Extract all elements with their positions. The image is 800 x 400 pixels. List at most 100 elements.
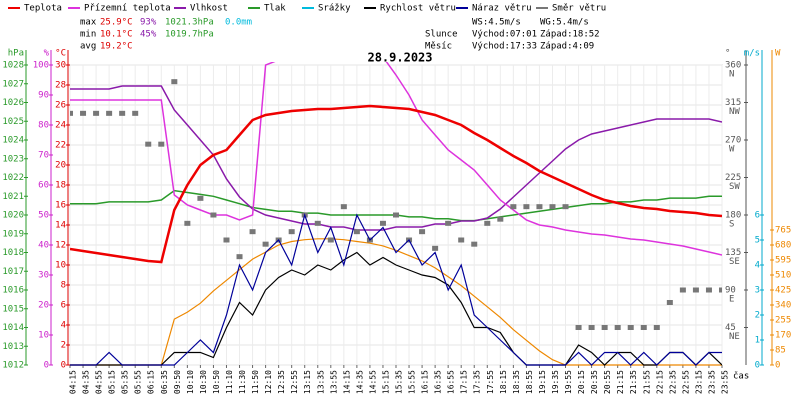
direction-mark bbox=[601, 325, 608, 330]
y-tick-label: 30 bbox=[55, 61, 66, 71]
y-tick-label: 20 bbox=[38, 301, 49, 311]
y-tick-label: 0 bbox=[44, 361, 49, 371]
direction-mark bbox=[640, 325, 647, 330]
stat: 19.2°C bbox=[100, 42, 133, 52]
legend-label: Přízemní teplota bbox=[84, 4, 171, 14]
direction-mark bbox=[692, 287, 699, 293]
direction-mark bbox=[419, 229, 426, 235]
y-axis-label: °C bbox=[55, 49, 66, 59]
y-tick-label: 18 bbox=[55, 181, 66, 191]
stat: 25.9°C bbox=[100, 18, 133, 28]
x-tick-label: 14:55 bbox=[368, 370, 377, 394]
x-tick-label: 23:35 bbox=[707, 370, 716, 394]
x-tick-label: 20:55 bbox=[603, 370, 612, 394]
x-tick-label: 12:35 bbox=[277, 370, 286, 394]
legend-label: Teplota bbox=[24, 4, 62, 14]
y-tick-name: E bbox=[729, 295, 734, 305]
direction-mark bbox=[353, 229, 360, 235]
y-tick-label: 1027 bbox=[2, 79, 24, 89]
y-tick-label: 1019 bbox=[2, 229, 24, 239]
direction-mark bbox=[705, 287, 712, 293]
x-tick-label: 19:35 bbox=[551, 370, 560, 394]
x-tick-label: 04:55 bbox=[95, 370, 104, 394]
y-tick-label: 1 bbox=[755, 336, 760, 346]
y-axis-label: W bbox=[775, 49, 781, 59]
series-line bbox=[70, 251, 722, 366]
y-tick-name: SW bbox=[729, 182, 740, 192]
x-tick-label: 22:55 bbox=[681, 370, 690, 394]
stat: WG:5.4m/s bbox=[540, 18, 589, 28]
x-tick-label: 04:35 bbox=[82, 370, 91, 394]
y-tick-name: N bbox=[729, 70, 734, 80]
direction-mark bbox=[132, 110, 139, 116]
y-tick-label: 3 bbox=[755, 286, 760, 296]
stat: max bbox=[80, 18, 97, 28]
x-tick-label: 19:55 bbox=[564, 370, 573, 394]
y-tick-label: 425 bbox=[775, 286, 791, 296]
x-tick-label: 05:15 bbox=[108, 370, 117, 394]
x-tick-label: 06:15 bbox=[147, 370, 156, 394]
direction-mark bbox=[445, 220, 452, 226]
direction-mark bbox=[119, 110, 126, 116]
direction-mark bbox=[588, 325, 595, 330]
x-tick-label: 21:15 bbox=[616, 370, 625, 394]
x-tick-label: 23:15 bbox=[694, 370, 703, 394]
x-tick-label: 09:50 bbox=[173, 370, 182, 394]
y-tick-label: 1024 bbox=[2, 136, 24, 146]
direction-mark bbox=[379, 220, 386, 226]
y-axis-label: ° bbox=[725, 49, 730, 59]
y-tick-label: 80 bbox=[38, 121, 49, 131]
y-tick-label: 170 bbox=[775, 331, 791, 341]
x-tick-label: 13:35 bbox=[316, 370, 325, 394]
direction-mark bbox=[679, 287, 686, 293]
y-tick-name: NE bbox=[729, 332, 740, 342]
direction-mark bbox=[210, 212, 217, 218]
stat: Východ:07:01 bbox=[472, 30, 537, 40]
x-tick-label: 14:15 bbox=[342, 370, 351, 394]
y-tick-label: 8 bbox=[61, 281, 66, 291]
y-tick-label: 340 bbox=[775, 301, 791, 311]
x-tick-label: 22:15 bbox=[655, 370, 664, 394]
x-tick-label: 20:35 bbox=[590, 370, 599, 394]
direction-mark bbox=[80, 110, 87, 116]
direction-mark bbox=[314, 220, 321, 226]
stat: 1021.3hPa bbox=[165, 18, 214, 28]
stat: Slunce bbox=[425, 30, 458, 40]
y-tick-label: 1020 bbox=[2, 211, 24, 221]
legend-label: Směr větru bbox=[552, 4, 606, 14]
stat: 93% bbox=[140, 18, 157, 28]
x-tick-label: 14:35 bbox=[355, 370, 364, 394]
x-tick-label: 10:30 bbox=[199, 370, 208, 394]
direction-mark bbox=[432, 245, 439, 251]
y-tick-label: 1015 bbox=[2, 304, 24, 314]
y-tick-label: 4 bbox=[61, 321, 66, 331]
y-tick-label: 10 bbox=[38, 331, 49, 341]
x-tick-label: 10:10 bbox=[186, 370, 195, 394]
direction-mark bbox=[145, 141, 152, 147]
direction-mark bbox=[93, 110, 100, 116]
direction-mark bbox=[510, 204, 517, 210]
x-tick-label: 15:15 bbox=[381, 370, 390, 394]
direction-mark bbox=[106, 110, 113, 116]
y-tick-label: 0 bbox=[61, 361, 66, 371]
y-tick-label: 2 bbox=[755, 311, 760, 321]
direction-mark bbox=[627, 325, 634, 330]
y-tick-label: 1021 bbox=[2, 192, 24, 202]
direction-mark bbox=[719, 287, 722, 293]
stat: Východ:17:33 bbox=[472, 42, 537, 52]
direction-mark bbox=[249, 229, 256, 235]
x-tick-label: 12:55 bbox=[290, 370, 299, 394]
stat: Západ:4:09 bbox=[540, 42, 594, 52]
y-tick-label: 225 bbox=[725, 173, 741, 183]
y-tick-label: 1026 bbox=[2, 98, 24, 108]
direction-mark bbox=[666, 300, 673, 305]
y-tick-label: 10 bbox=[55, 261, 66, 271]
legend-label: Tlak bbox=[264, 4, 286, 14]
y-tick-label: 45 bbox=[725, 323, 736, 333]
stat: WS:4.5m/s bbox=[472, 18, 521, 28]
stat: Západ:18:52 bbox=[540, 30, 600, 40]
y-tick-label: 26 bbox=[55, 101, 66, 111]
direction-mark bbox=[184, 220, 191, 226]
y-tick-label: 595 bbox=[775, 256, 791, 266]
